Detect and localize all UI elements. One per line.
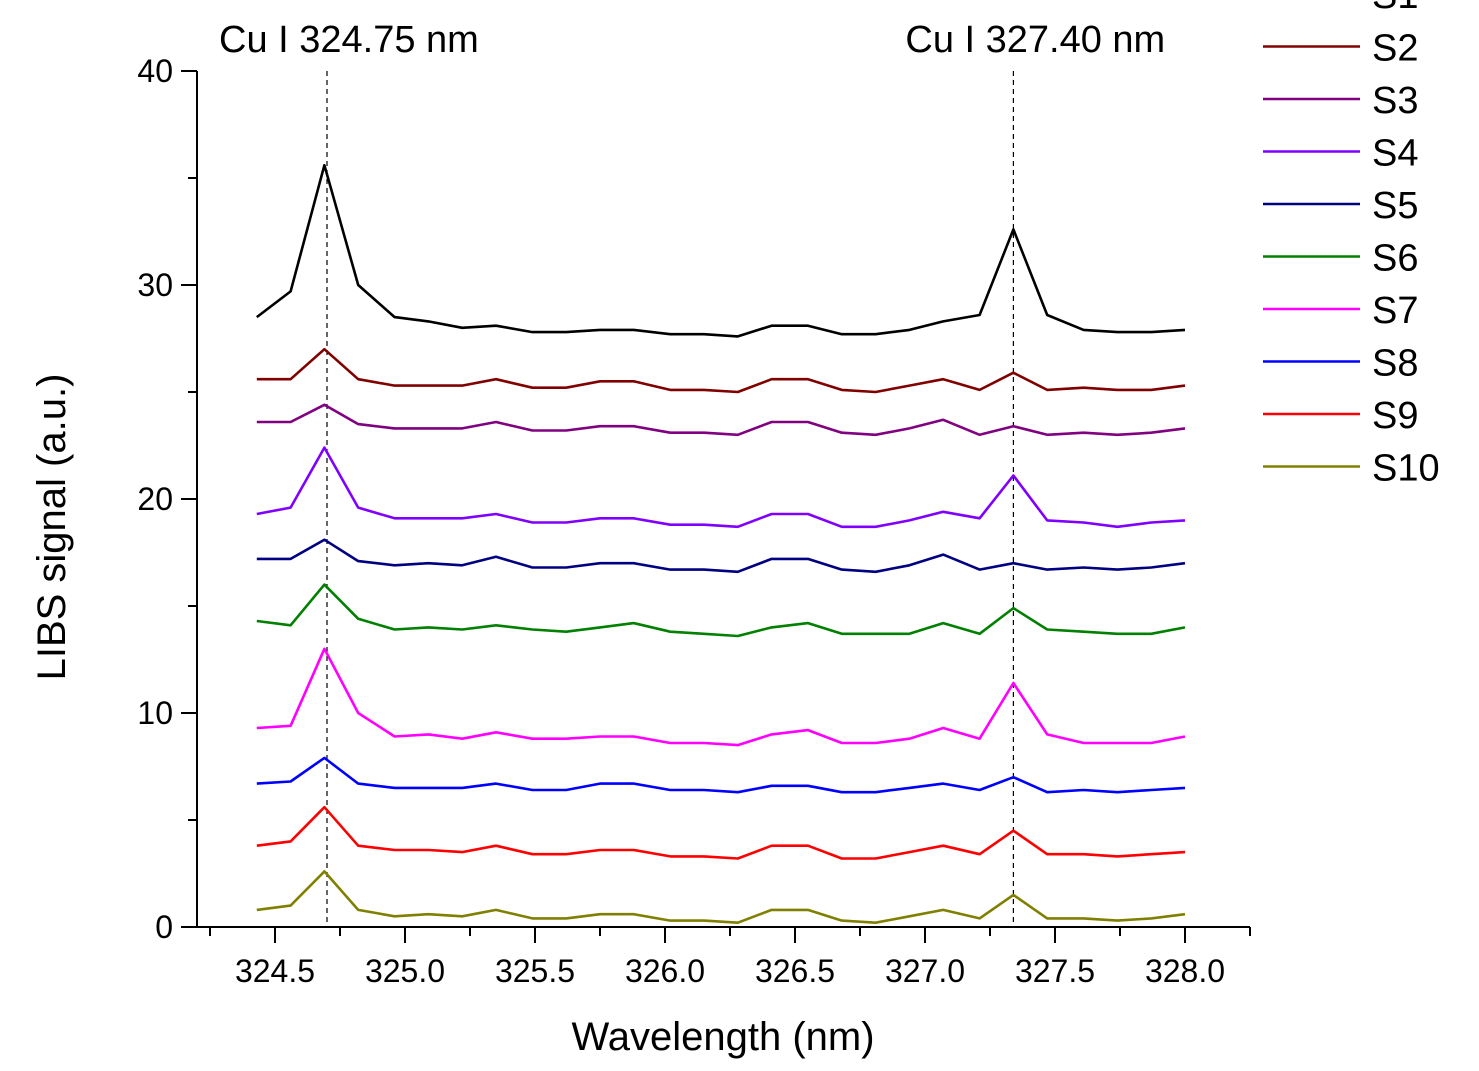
x-tick-label: 327.5 — [1015, 953, 1095, 989]
x-tick-label: 328.0 — [1145, 953, 1225, 989]
annotation-label: Cu I 327.40 nm — [905, 19, 1165, 61]
y-tick-label: 40 — [137, 53, 173, 89]
series-line-s4 — [256, 446, 1186, 529]
series-line-s10 — [256, 870, 1186, 925]
series-lines — [256, 163, 1186, 925]
legend-label-s7: S7 — [1372, 290, 1418, 332]
series-line-s2 — [256, 347, 1186, 394]
legend-label-s9: S9 — [1372, 395, 1418, 437]
x-tick-label: 325.5 — [495, 953, 575, 989]
axes: 0 10 20 30 40 324.5 325.0 325.5 326.0 326.5 327.0 3… — [137, 53, 1251, 989]
series-line-s7 — [256, 647, 1186, 747]
marker-lines — [326, 71, 1015, 927]
series-line-s5 — [256, 538, 1186, 574]
x-axis-title: Wavelength (nm) — [571, 1015, 874, 1059]
annotations: Cu I 324.75 nm Cu I 327.40 nm — [219, 19, 1165, 61]
x-tick-label: 326.0 — [625, 953, 705, 989]
annotation-label: Cu I 324.75 nm — [219, 19, 479, 61]
x-tick-label: 324.5 — [235, 953, 315, 989]
legend-label-s2: S2 — [1372, 28, 1418, 70]
x-tick-label: 326.5 — [755, 953, 835, 989]
series-line-s9 — [256, 805, 1186, 860]
series-line-s3 — [256, 403, 1186, 437]
y-tick-label: 10 — [137, 695, 173, 731]
y-tick-label: 0 — [155, 909, 173, 945]
legend-label-s6: S6 — [1372, 238, 1418, 280]
series-line-s1 — [256, 163, 1186, 338]
x-tick-label: 325.0 — [365, 953, 445, 989]
legend-label-s3: S3 — [1372, 80, 1418, 122]
legend-label-s10: S10 — [1372, 448, 1440, 490]
series-line-s8 — [256, 756, 1186, 794]
y-tick-label: 20 — [137, 481, 173, 517]
x-tick-label: 327.0 — [885, 953, 965, 989]
legend-label-s8: S8 — [1372, 343, 1418, 385]
legend: S1 S2 S3 S4 S5 S6 S7 S8 S9 S10 — [1263, 0, 1440, 490]
legend-label-s1: S1 — [1372, 0, 1418, 17]
legend-label-s4: S4 — [1372, 133, 1418, 175]
legend-label-s5: S5 — [1372, 185, 1418, 227]
y-axis-title: LIBS signal (a.u.) — [30, 374, 74, 681]
series-line-s6 — [256, 583, 1186, 638]
y-tick-label: 30 — [137, 267, 173, 303]
